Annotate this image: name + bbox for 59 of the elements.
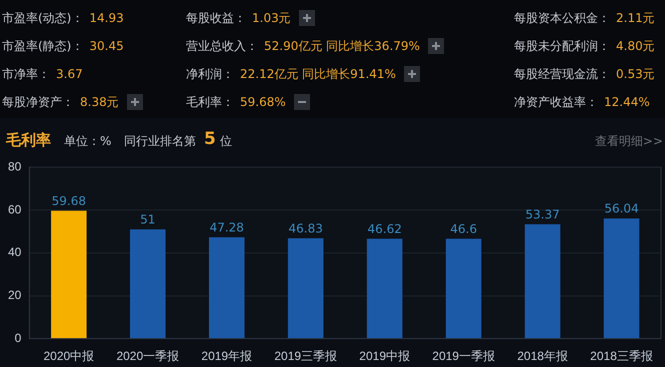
bar bbox=[604, 218, 640, 338]
text: 毛利率： bbox=[186, 95, 234, 109]
bar bbox=[208, 237, 245, 338]
text: 30.45 bbox=[89, 39, 124, 53]
y-tick-label: 0 bbox=[14, 330, 22, 345]
data-label: 51 bbox=[140, 212, 156, 226]
text: 查看明细>> bbox=[594, 133, 663, 150]
text: 市盈率(静态)： bbox=[2, 39, 84, 53]
text: 2.11元 bbox=[616, 11, 655, 25]
data-label: 59.68 bbox=[52, 194, 86, 208]
text: 每股收益： bbox=[186, 11, 246, 25]
x-tick-label: 2018三季报 bbox=[590, 349, 653, 364]
x-tick-label: 2019中报 bbox=[359, 349, 410, 364]
text: 3.67 bbox=[56, 67, 83, 81]
text: 52.90亿元 同比增长36.79% bbox=[264, 39, 420, 53]
y-tick-label: 20 bbox=[8, 288, 22, 302]
bar bbox=[51, 210, 87, 338]
text: 市盈率(动态)： bbox=[2, 11, 84, 25]
data-label: 46.83 bbox=[288, 221, 323, 236]
text: 每股净资产： bbox=[2, 95, 74, 109]
y-tick-label: 80 bbox=[8, 160, 22, 174]
y-tick-label: 60 bbox=[8, 202, 22, 216]
text: 1.03元 bbox=[252, 11, 291, 25]
data-label: 56.04 bbox=[604, 202, 639, 216]
bar bbox=[288, 238, 324, 338]
data-label: 46.62 bbox=[367, 222, 402, 236]
text: 同行业排名第 bbox=[124, 133, 196, 150]
text: 每股经营现金流： bbox=[514, 67, 610, 81]
text: 22.12亿元 同比增长91.41% bbox=[240, 67, 396, 81]
bar bbox=[366, 238, 402, 338]
x-tick-label: 2020一季报 bbox=[116, 349, 180, 364]
text: 每股未分配利润： bbox=[514, 39, 610, 53]
text: 净资产收益率： bbox=[514, 95, 598, 109]
x-tick-label: 2019一季报 bbox=[432, 349, 495, 364]
text: 净利润： bbox=[186, 67, 234, 81]
text: 5 bbox=[204, 129, 216, 149]
bar bbox=[446, 238, 482, 338]
text: 4.80元 bbox=[616, 39, 655, 53]
text: 营业总收入： bbox=[186, 39, 258, 53]
text: 每股资本公积金： bbox=[514, 11, 610, 25]
text: 单位：% bbox=[64, 133, 112, 150]
text: 0.53元 bbox=[616, 67, 655, 81]
x-tick-label: 2019年报 bbox=[201, 349, 252, 364]
text: 位 bbox=[220, 133, 232, 150]
x-tick-label: 2019三季报 bbox=[274, 349, 338, 364]
x-tick-label: 2018年报 bbox=[517, 349, 568, 364]
text: 8.38元 bbox=[80, 95, 119, 109]
data-label: 53.37 bbox=[525, 207, 560, 222]
chart-title: 毛利率 bbox=[6, 131, 51, 150]
text: 14.93 bbox=[89, 11, 124, 25]
y-tick-label: 40 bbox=[8, 245, 22, 260]
data-label: 46.6 bbox=[450, 222, 477, 236]
text: 59.68% bbox=[240, 95, 286, 109]
text: 12.44% bbox=[604, 95, 650, 109]
text: 市净率： bbox=[2, 67, 50, 81]
bar bbox=[524, 224, 560, 338]
bar bbox=[130, 229, 166, 338]
data-label: 47.28 bbox=[210, 220, 244, 234]
x-tick-label: 2020中报 bbox=[43, 349, 94, 364]
